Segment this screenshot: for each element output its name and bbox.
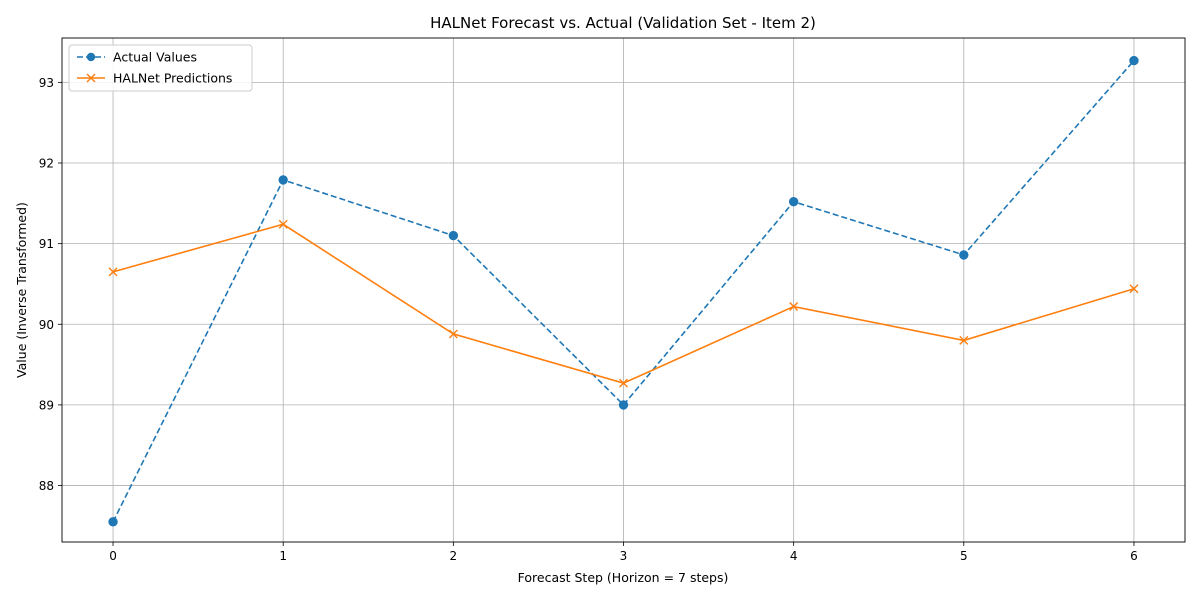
- x-tick-label: 6: [1130, 549, 1138, 563]
- x-tick-label: 3: [620, 549, 628, 563]
- data-point: [1129, 284, 1139, 294]
- y-tick-label: 90: [39, 318, 54, 332]
- legend-marker: [86, 52, 96, 62]
- data-point: [108, 517, 118, 527]
- legend-item: Actual Values: [77, 50, 197, 65]
- series-1: [108, 55, 1139, 527]
- data-point: [619, 378, 628, 388]
- legend: Actual Values HALNet Predictions: [68, 44, 253, 92]
- data-point: [448, 329, 458, 339]
- data-point: [788, 196, 799, 207]
- y-tick-label: 91: [39, 237, 54, 251]
- x-tick-label: 5: [960, 549, 968, 563]
- x-tick-label: 1: [279, 549, 287, 563]
- data-point: [278, 175, 288, 185]
- plot-frame: [61, 37, 1186, 543]
- x-tick-label: 4: [790, 549, 798, 563]
- data-point: [108, 267, 118, 277]
- legend-item: HALNet Predictions: [77, 71, 232, 86]
- chart-title: HALNet Forecast vs. Actual (Validation S…: [430, 14, 816, 32]
- y-tick-label: 89: [39, 398, 54, 412]
- x-tick-label: 2: [450, 549, 458, 563]
- data-point: [618, 400, 629, 410]
- series-2: [108, 219, 1139, 388]
- data-point: [789, 302, 799, 312]
- x-tick-label: 0: [109, 549, 117, 563]
- y-tick-label: 93: [39, 76, 54, 90]
- y-tick-label: 88: [39, 479, 54, 493]
- legend-label: HALNet Predictions: [113, 71, 232, 86]
- y-tick-label: 92: [39, 156, 54, 170]
- data-point: [959, 250, 969, 260]
- y-axis-label: Value (Inverse Transformed): [14, 202, 29, 378]
- legend-box: [68, 44, 253, 92]
- grid: [62, 38, 1185, 542]
- data-point: [959, 335, 969, 345]
- data-point: [278, 219, 288, 229]
- series-group: [108, 55, 1139, 527]
- data-point: [448, 230, 459, 241]
- legend-marker: [86, 73, 96, 83]
- data-point: [1129, 55, 1139, 66]
- legend-label: Actual Values: [113, 50, 197, 65]
- axes: 0 1 2 3 4 5 6 88 89 90 91 92 93: [39, 37, 1186, 563]
- x-axis-label: Forecast Step (Horizon = 7 steps): [518, 570, 729, 585]
